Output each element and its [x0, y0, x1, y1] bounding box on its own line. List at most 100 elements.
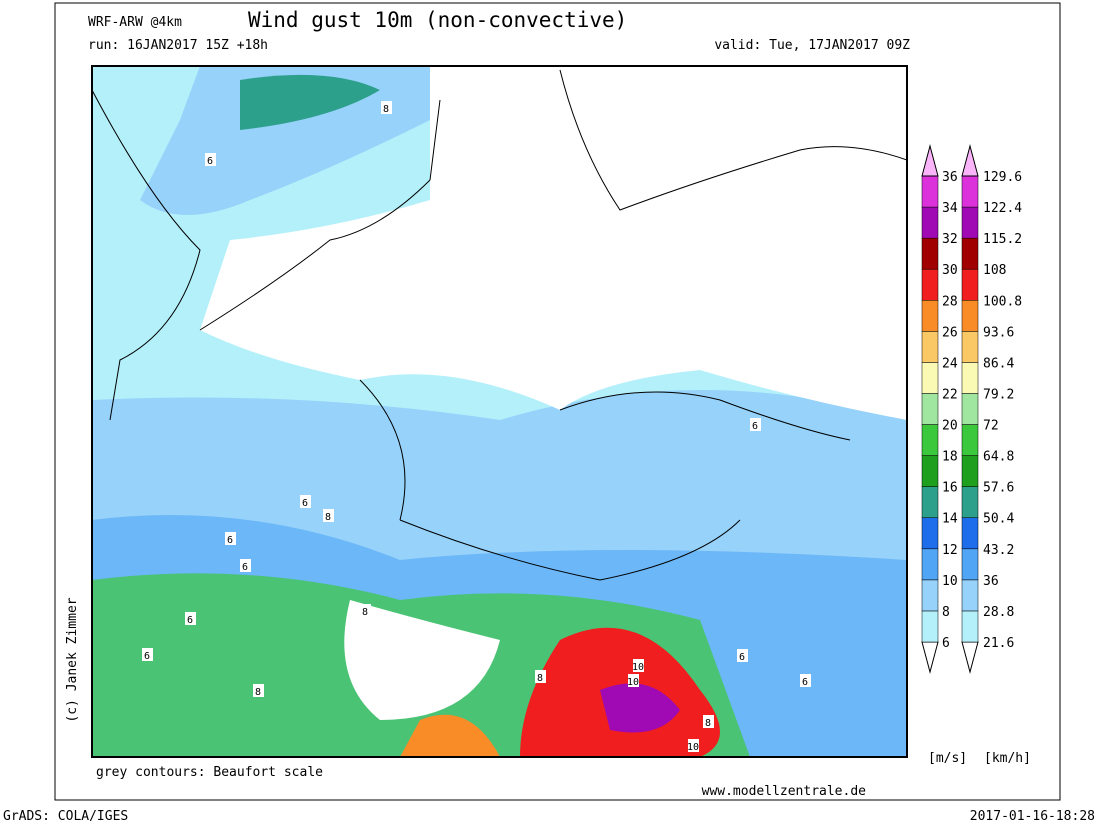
contour-label-bg: [323, 509, 334, 522]
colorbar-label: 6: [942, 636, 950, 651]
contour-label: 10: [632, 662, 644, 673]
contour-label-bg: [688, 739, 699, 752]
map: [91, 65, 908, 758]
colorbar-label: 93.6: [983, 325, 1014, 340]
colorbar-box: [961, 175, 979, 208]
contour-label-bg: [253, 684, 264, 697]
contour-label: 8: [383, 104, 389, 115]
colorbar-label: 16: [942, 481, 958, 496]
colorbar-box: [921, 424, 939, 456]
colorbar-box: [961, 268, 979, 301]
contour-label-bg: [185, 612, 196, 625]
valid: valid: Tue, 17JAN2017 09Z: [714, 38, 910, 53]
gust-area: [140, 66, 430, 215]
colorbar-box: [921, 237, 939, 270]
colorbar-label: 34: [942, 201, 958, 216]
colorbar-box: [961, 300, 979, 332]
contour-label-bg: [750, 418, 761, 431]
colorbar-box: [921, 206, 939, 239]
contour-label: 8: [705, 718, 711, 729]
title: Wind gust 10m (non-convective): [248, 8, 627, 32]
contour-label: 10: [627, 677, 639, 688]
colorbar-box: [961, 579, 979, 612]
contour-label: 8: [537, 673, 543, 684]
colorbar-box: [921, 268, 939, 301]
colorbar-box: [961, 424, 979, 456]
colorbar-label: 50.4: [983, 512, 1014, 527]
unit-ms: [m/s]: [928, 751, 967, 766]
calm-area: [344, 600, 500, 720]
colorbar-box: [961, 517, 979, 550]
colorbar-box: [921, 486, 939, 518]
colorbar-box: [921, 610, 939, 643]
colorbar-box: [961, 331, 979, 363]
colorbar-label: 20: [942, 419, 958, 434]
contour-label-bg: [225, 532, 236, 545]
colorbar-label: 14: [942, 512, 958, 527]
contour-label-bg: [633, 659, 644, 672]
colorbar-label: 129.6: [983, 170, 1022, 185]
colorbar-box: [961, 206, 979, 239]
colorbar-box: [921, 455, 939, 487]
contour-label-bg: [703, 715, 714, 728]
colorbar-label: 32: [942, 232, 958, 247]
contour-label: 8: [325, 512, 331, 523]
colorbar-box: [961, 486, 979, 518]
colorbar-label: 43.2: [983, 543, 1014, 558]
colorbar-label: 28: [942, 294, 958, 309]
colorbar-label: 21.6: [983, 636, 1014, 651]
contour-label: 10: [687, 742, 699, 753]
author: (c) Janek Zimmer: [65, 597, 80, 722]
contour-label: 6: [802, 677, 808, 688]
contours-note: grey contours: Beaufort scale: [96, 765, 323, 780]
gust-area: [240, 74, 380, 130]
footer-left: GrADS: COLA/IGES: [3, 809, 128, 824]
unit-kmh: [km/h]: [984, 751, 1031, 766]
run: run: 16JAN2017 15Z +18h: [88, 38, 268, 53]
contour-label: 6: [207, 156, 213, 167]
contour-label-bg: [737, 649, 748, 662]
colorbar-label: 108: [983, 263, 1006, 278]
colorbar-label: 30: [942, 263, 958, 278]
colorbar-box: [961, 362, 979, 394]
contour-label: 6: [739, 652, 745, 663]
colorbar-box: [921, 517, 939, 550]
colorbar-label: 122.4: [983, 201, 1022, 216]
colorbar-label: 8: [942, 605, 950, 620]
contour-label: 6: [242, 562, 248, 573]
map-border: [91, 65, 908, 758]
contour-label-bg: [535, 670, 546, 683]
colorbar-box: [961, 237, 979, 270]
calm-area: [200, 66, 907, 420]
contour-label-bg: [360, 604, 371, 617]
colorbar-box: [961, 393, 979, 425]
site: www.modellzentrale.de: [702, 784, 867, 799]
contour-label-bg: [240, 559, 251, 572]
contour-label: 6: [187, 615, 193, 626]
colorbar-label: 100.8: [983, 294, 1022, 309]
colorbar-box: [921, 331, 939, 363]
gust-area: [400, 714, 500, 757]
contour-label: 6: [302, 498, 308, 509]
contour-label-bg: [381, 101, 392, 114]
colorbar-label: 26: [942, 325, 958, 340]
colorbar-label: 72: [983, 419, 999, 434]
contour-label-bg: [142, 648, 153, 661]
colorbar-label: 79.2: [983, 387, 1014, 402]
contour-label-bg: [300, 495, 311, 508]
colorbar-box: [921, 579, 939, 612]
colorbar-box: [921, 393, 939, 425]
colorbar-triangle: [961, 144, 979, 177]
colorbar-label: 57.6: [983, 481, 1014, 496]
colorbar-box: [921, 362, 939, 394]
contour-label: 6: [144, 651, 150, 662]
colorbar-box: [961, 548, 979, 581]
colorbar-label: 18: [942, 450, 958, 465]
contour-label-bg: [800, 674, 811, 687]
colorbar-label: 64.8: [983, 450, 1014, 465]
colorbar-label: 115.2: [983, 232, 1022, 247]
colorbar-triangle: [921, 144, 939, 177]
footer-right: 2017-01-16-18:28: [970, 809, 1095, 824]
model: WRF-ARW @4km: [88, 15, 182, 30]
